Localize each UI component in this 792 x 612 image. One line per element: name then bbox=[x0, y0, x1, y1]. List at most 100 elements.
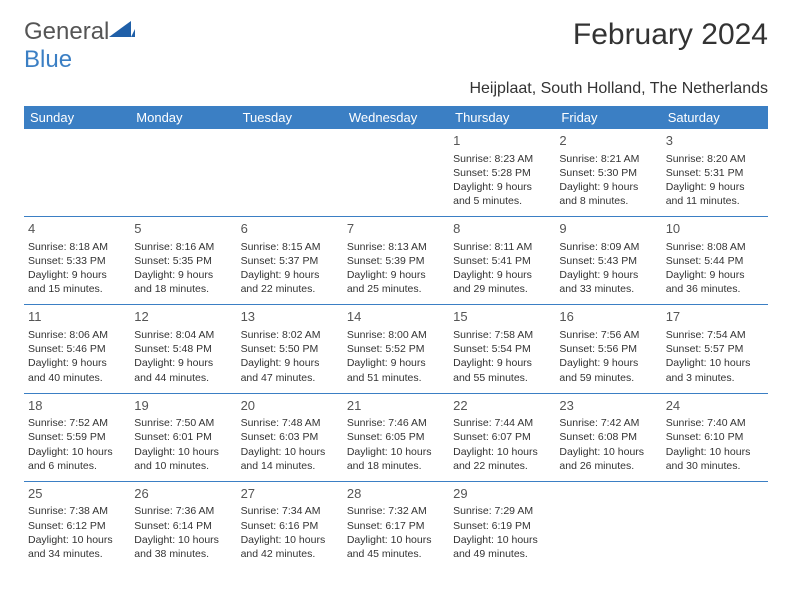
daylight-text: Daylight: 10 hours bbox=[28, 445, 126, 459]
day-number: 6 bbox=[241, 220, 339, 238]
daylight-text: Daylight: 9 hours bbox=[28, 356, 126, 370]
daylight-text: Daylight: 9 hours bbox=[241, 268, 339, 282]
calendar-day-cell: 21Sunrise: 7:46 AMSunset: 6:05 PMDayligh… bbox=[343, 393, 449, 481]
sunrise-text: Sunrise: 7:56 AM bbox=[559, 328, 657, 342]
sunset-text: Sunset: 6:14 PM bbox=[134, 519, 232, 533]
day-number: 19 bbox=[134, 397, 232, 415]
day-number: 14 bbox=[347, 308, 445, 326]
daylight-text: Daylight: 10 hours bbox=[347, 533, 445, 547]
day-number: 29 bbox=[453, 485, 551, 503]
sunrise-text: Sunrise: 7:44 AM bbox=[453, 416, 551, 430]
daylight-text: and 59 minutes. bbox=[559, 371, 657, 385]
sunrise-text: Sunrise: 7:29 AM bbox=[453, 504, 551, 518]
sunrise-text: Sunrise: 8:21 AM bbox=[559, 152, 657, 166]
calendar-day-cell bbox=[555, 481, 661, 569]
daylight-text: Daylight: 9 hours bbox=[347, 356, 445, 370]
calendar-day-cell: 7Sunrise: 8:13 AMSunset: 5:39 PMDaylight… bbox=[343, 217, 449, 305]
daylight-text: Daylight: 9 hours bbox=[453, 180, 551, 194]
day-number: 15 bbox=[453, 308, 551, 326]
calendar-day-cell: 8Sunrise: 8:11 AMSunset: 5:41 PMDaylight… bbox=[449, 217, 555, 305]
sunrise-text: Sunrise: 8:04 AM bbox=[134, 328, 232, 342]
calendar-day-cell: 3Sunrise: 8:20 AMSunset: 5:31 PMDaylight… bbox=[662, 129, 768, 217]
calendar-week-row: 4Sunrise: 8:18 AMSunset: 5:33 PMDaylight… bbox=[24, 217, 768, 305]
daylight-text: Daylight: 10 hours bbox=[241, 445, 339, 459]
logo-triangle-icon bbox=[109, 19, 135, 39]
sunset-text: Sunset: 6:01 PM bbox=[134, 430, 232, 444]
sunset-text: Sunset: 5:57 PM bbox=[666, 342, 764, 356]
day-header: Tuesday bbox=[237, 106, 343, 129]
calendar-day-cell: 2Sunrise: 8:21 AMSunset: 5:30 PMDaylight… bbox=[555, 129, 661, 217]
daylight-text: Daylight: 9 hours bbox=[666, 268, 764, 282]
day-number: 26 bbox=[134, 485, 232, 503]
calendar-day-cell: 13Sunrise: 8:02 AMSunset: 5:50 PMDayligh… bbox=[237, 305, 343, 393]
sunrise-text: Sunrise: 7:40 AM bbox=[666, 416, 764, 430]
day-header: Wednesday bbox=[343, 106, 449, 129]
daylight-text: and 47 minutes. bbox=[241, 371, 339, 385]
sunrise-text: Sunrise: 7:42 AM bbox=[559, 416, 657, 430]
daylight-text: and 6 minutes. bbox=[28, 459, 126, 473]
daylight-text: Daylight: 9 hours bbox=[453, 356, 551, 370]
sunrise-text: Sunrise: 7:50 AM bbox=[134, 416, 232, 430]
sunrise-text: Sunrise: 7:32 AM bbox=[347, 504, 445, 518]
month-title: February 2024 bbox=[573, 18, 768, 52]
calendar-day-cell: 10Sunrise: 8:08 AMSunset: 5:44 PMDayligh… bbox=[662, 217, 768, 305]
daylight-text: and 49 minutes. bbox=[453, 547, 551, 561]
daylight-text: Daylight: 10 hours bbox=[666, 445, 764, 459]
sunrise-text: Sunrise: 7:46 AM bbox=[347, 416, 445, 430]
day-number: 27 bbox=[241, 485, 339, 503]
daylight-text: and 42 minutes. bbox=[241, 547, 339, 561]
sunrise-text: Sunrise: 8:23 AM bbox=[453, 152, 551, 166]
daylight-text: and 33 minutes. bbox=[559, 282, 657, 296]
calendar-day-cell: 5Sunrise: 8:16 AMSunset: 5:35 PMDaylight… bbox=[130, 217, 236, 305]
sunset-text: Sunset: 6:10 PM bbox=[666, 430, 764, 444]
sunset-text: Sunset: 5:54 PM bbox=[453, 342, 551, 356]
day-number: 16 bbox=[559, 308, 657, 326]
daylight-text: Daylight: 9 hours bbox=[241, 356, 339, 370]
sunset-text: Sunset: 5:59 PM bbox=[28, 430, 126, 444]
calendar-day-cell: 25Sunrise: 7:38 AMSunset: 6:12 PMDayligh… bbox=[24, 481, 130, 569]
day-number: 8 bbox=[453, 220, 551, 238]
daylight-text: Daylight: 10 hours bbox=[134, 445, 232, 459]
daylight-text: and 25 minutes. bbox=[347, 282, 445, 296]
sunrise-text: Sunrise: 8:15 AM bbox=[241, 240, 339, 254]
logo-text-1: General bbox=[24, 18, 109, 45]
day-number: 24 bbox=[666, 397, 764, 415]
daylight-text: Daylight: 10 hours bbox=[559, 445, 657, 459]
calendar-day-cell: 15 Sunrise: 7:58 AMSunset: 5:54 PMDayligh… bbox=[449, 305, 555, 393]
daylight-text: and 51 minutes. bbox=[347, 371, 445, 385]
sunrise-text: Sunrise: 7:54 AM bbox=[666, 328, 764, 342]
calendar-day-cell: 24Sunrise: 7:40 AMSunset: 6:10 PMDayligh… bbox=[662, 393, 768, 481]
sunset-text: Sunset: 5:30 PM bbox=[559, 166, 657, 180]
calendar-day-cell: 11Sunrise: 8:06 AMSunset: 5:46 PMDayligh… bbox=[24, 305, 130, 393]
day-header: Sunday bbox=[24, 106, 130, 129]
daylight-text: Daylight: 10 hours bbox=[134, 533, 232, 547]
day-number: 13 bbox=[241, 308, 339, 326]
sunrise-text: Sunrise: 7:34 AM bbox=[241, 504, 339, 518]
title-block: February 2024 bbox=[573, 18, 768, 52]
daylight-text: and 15 minutes. bbox=[28, 282, 126, 296]
calendar-day-cell: 29Sunrise: 7:29 AMSunset: 6:19 PMDayligh… bbox=[449, 481, 555, 569]
logo: General Blue bbox=[24, 18, 135, 74]
day-number: 7 bbox=[347, 220, 445, 238]
daylight-text: Daylight: 10 hours bbox=[241, 533, 339, 547]
sunrise-text: Sunrise: 7:58 AM bbox=[453, 328, 551, 342]
calendar-day-cell bbox=[130, 129, 236, 217]
sunset-text: Sunset: 5:31 PM bbox=[666, 166, 764, 180]
day-header-row: Sunday Monday Tuesday Wednesday Thursday… bbox=[24, 106, 768, 129]
calendar-day-cell: 1Sunrise: 8:23 AMSunset: 5:28 PMDaylight… bbox=[449, 129, 555, 217]
sunset-text: Sunset: 5:44 PM bbox=[666, 254, 764, 268]
sunrise-text: Sunrise: 8:02 AM bbox=[241, 328, 339, 342]
calendar-day-cell: 26Sunrise: 7:36 AMSunset: 6:14 PMDayligh… bbox=[130, 481, 236, 569]
daylight-text: and 38 minutes. bbox=[134, 547, 232, 561]
calendar-day-cell: 14Sunrise: 8:00 AMSunset: 5:52 PMDayligh… bbox=[343, 305, 449, 393]
daylight-text: and 30 minutes. bbox=[666, 459, 764, 473]
day-number: 3 bbox=[666, 132, 764, 150]
sunset-text: Sunset: 5:46 PM bbox=[28, 342, 126, 356]
sunset-text: Sunset: 5:48 PM bbox=[134, 342, 232, 356]
sunset-text: Sunset: 5:52 PM bbox=[347, 342, 445, 356]
daylight-text: and 22 minutes. bbox=[241, 282, 339, 296]
daylight-text: and 26 minutes. bbox=[559, 459, 657, 473]
daylight-text: and 44 minutes. bbox=[134, 371, 232, 385]
daylight-text: and 8 minutes. bbox=[559, 194, 657, 208]
calendar-day-cell: 9Sunrise: 8:09 AMSunset: 5:43 PMDaylight… bbox=[555, 217, 661, 305]
